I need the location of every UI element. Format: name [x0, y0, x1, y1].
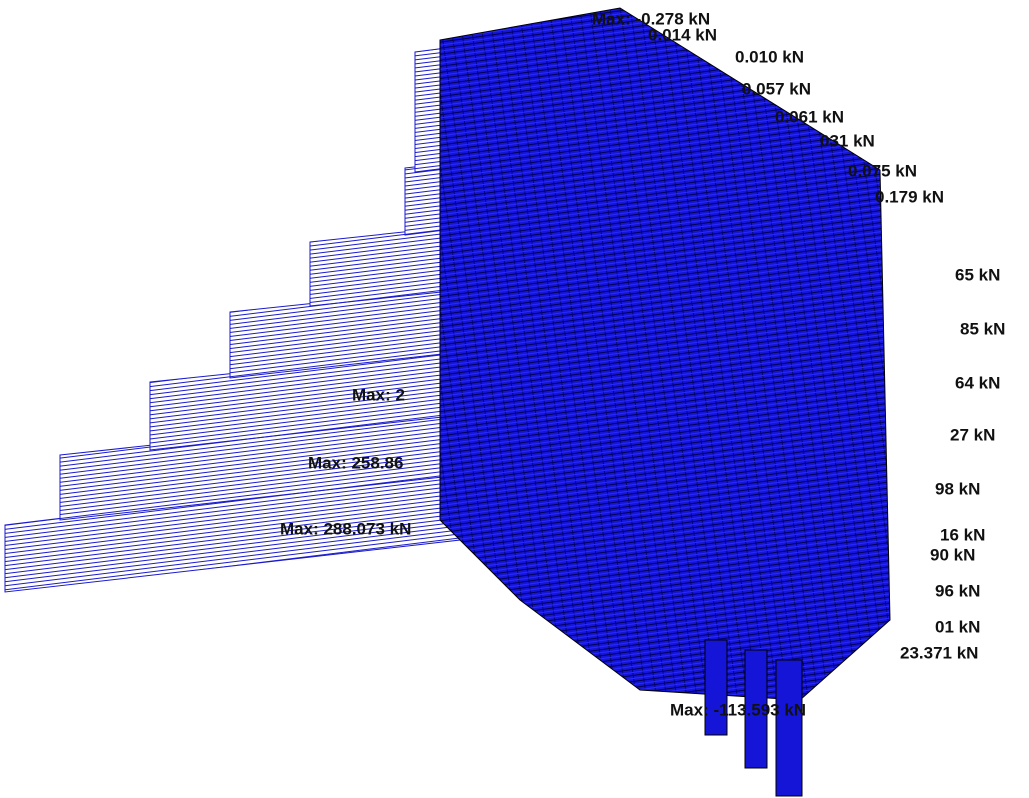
force-label: 64 kN [955, 373, 1000, 392]
force-label: 01 kN [935, 617, 980, 636]
model-view: Max: -0.278 kN0.014 kN0.010 kN0.057 kN0.… [0, 0, 1029, 798]
force-label: 0.010 kN [735, 47, 804, 66]
force-label: 031 kN [820, 131, 875, 150]
force-diagram [5, 8, 890, 796]
force-label: 85 kN [960, 319, 1005, 338]
member [705, 640, 727, 735]
force-label: Max: -113.593 kN [670, 700, 806, 719]
force-label: 98 kN [935, 479, 980, 498]
force-label: Max: 288.073 kN [280, 519, 411, 538]
force-label: 90 kN [930, 545, 975, 564]
force-label: 0.014 kN [648, 25, 717, 44]
force-label: 23.371 kN [900, 643, 978, 662]
member [776, 660, 802, 796]
page: Max: -0.278 kN0.014 kN0.010 kN0.057 kN0.… [0, 0, 1029, 798]
force-label: Max: 258.86 [308, 453, 403, 472]
force-label: 65 kN [955, 265, 1000, 284]
force-label: 0.061 kN [775, 107, 844, 126]
force-label: 27 kN [950, 425, 995, 444]
force-label: 96 kN [935, 581, 980, 600]
force-label: 16 kN [940, 525, 985, 544]
force-label: 0.075 kN [848, 161, 917, 180]
force-label: 0.057 kN [742, 79, 811, 98]
force-label: Max: 2 [352, 385, 405, 404]
force-label: 0.179 kN [875, 187, 944, 206]
